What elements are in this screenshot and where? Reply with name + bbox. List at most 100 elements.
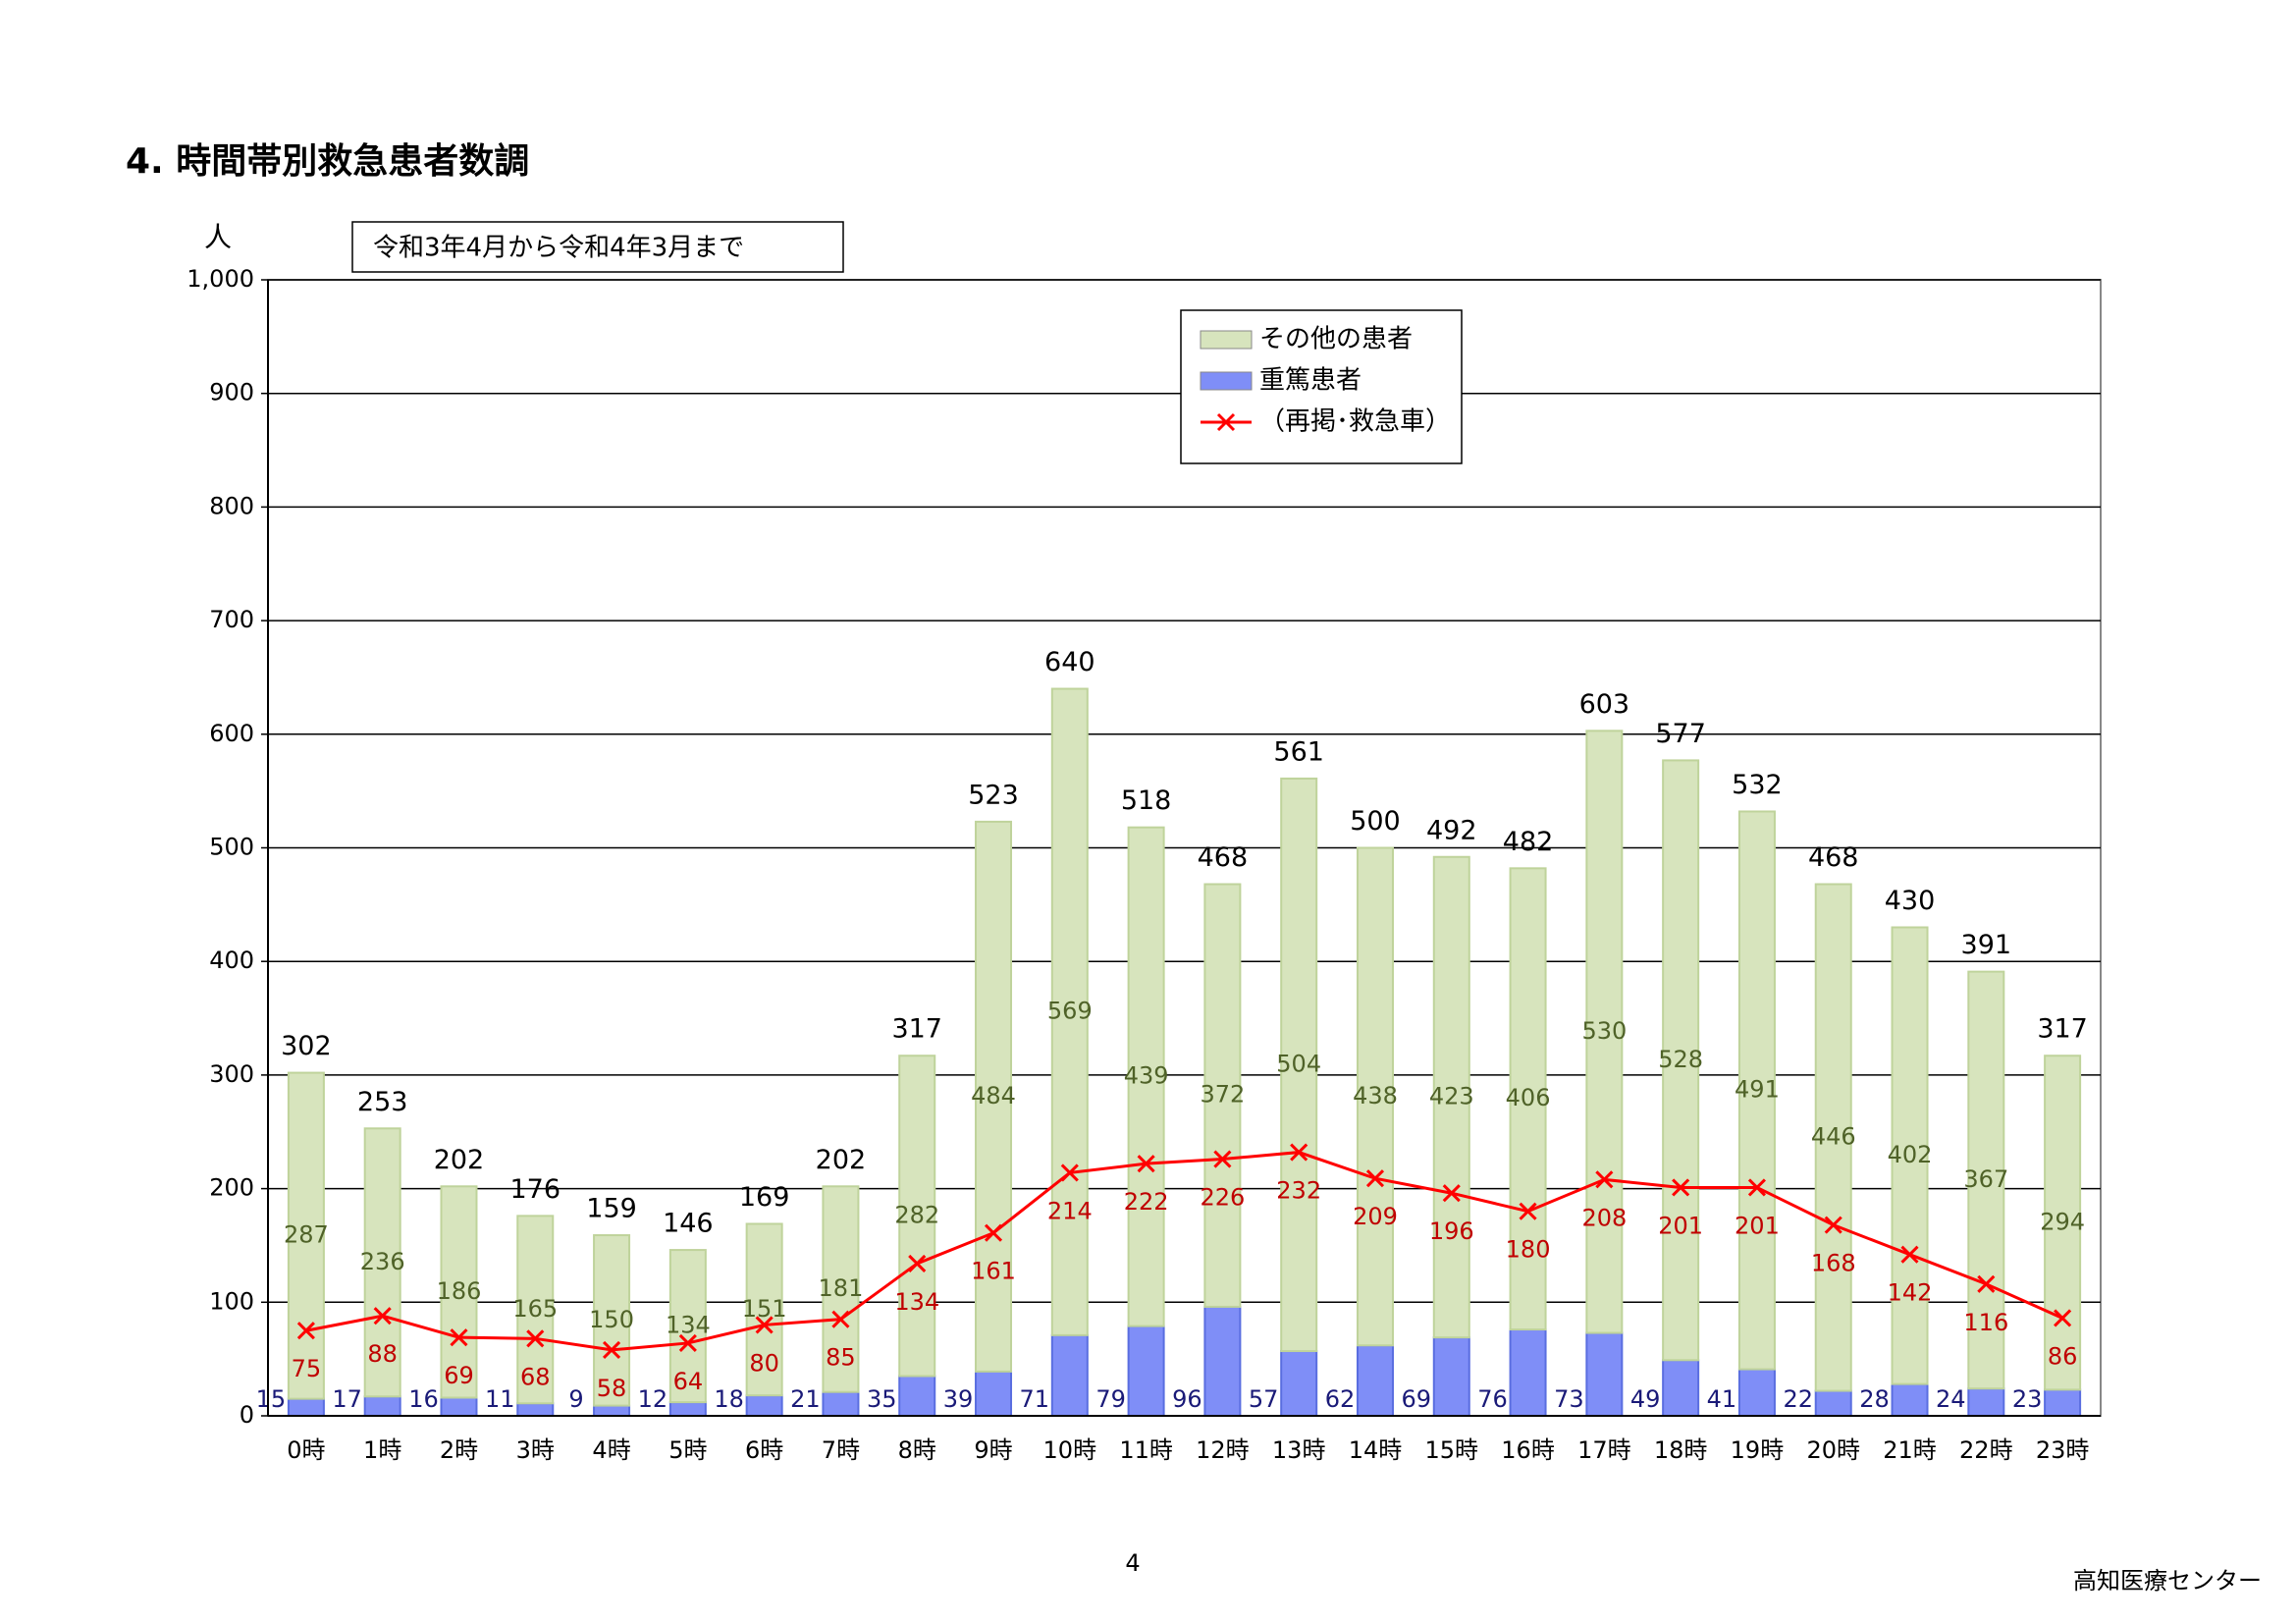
bar-segment <box>1203 883 1242 1308</box>
data-label: 214 <box>1047 1197 1093 1224</box>
data-label: 41 <box>1707 1385 1737 1413</box>
line-marker <box>678 1333 697 1353</box>
bar-segment <box>440 1396 478 1418</box>
bar-segment <box>898 1055 936 1378</box>
bar-segment <box>745 1222 783 1397</box>
bar-segment <box>898 1375 936 1418</box>
data-label: 69 <box>1401 1385 1431 1413</box>
y-tick-label: 300 <box>209 1060 254 1088</box>
line-marker <box>755 1316 774 1334</box>
line-marker <box>1900 1245 1919 1264</box>
data-label: 504 <box>1276 1050 1321 1077</box>
total-label: 202 <box>816 1145 867 1175</box>
bar-segment <box>1585 730 1624 1334</box>
subtitle-box <box>351 221 844 273</box>
data-label: 28 <box>1859 1385 1890 1413</box>
bar-segment <box>593 1234 631 1407</box>
data-label: 86 <box>2048 1342 2078 1370</box>
bar-segment <box>363 1127 401 1398</box>
total-label: 430 <box>1885 886 1936 916</box>
data-label: 528 <box>1658 1046 1703 1073</box>
data-label: 168 <box>1811 1250 1856 1277</box>
bar-segment <box>1585 1331 1624 1417</box>
bar-segment <box>1967 970 2005 1390</box>
bar-segment <box>1280 777 1318 1353</box>
total-label: 603 <box>1579 689 1630 720</box>
x-tick-label: 19時 <box>1731 1436 1785 1464</box>
legend-label: 重篤患者 <box>1259 366 1362 396</box>
total-label: 577 <box>1655 719 1706 749</box>
x-tick-label: 17時 <box>1577 1436 1631 1464</box>
line-marker <box>1442 1184 1461 1203</box>
data-label: 232 <box>1276 1177 1321 1205</box>
x-tick-label: 13時 <box>1272 1436 1326 1464</box>
data-label: 23 <box>2012 1385 2043 1413</box>
bar-segment <box>1737 1368 1776 1417</box>
x-tick-label: 9時 <box>974 1436 1012 1464</box>
data-label: 423 <box>1429 1082 1474 1109</box>
data-label: 71 <box>1020 1385 1050 1413</box>
line-marker <box>1137 1155 1155 1173</box>
bar-segment <box>745 1394 783 1417</box>
data-label: 18 <box>714 1385 744 1413</box>
total-label: 468 <box>1808 842 1859 873</box>
x-tick-label: 16時 <box>1501 1436 1555 1464</box>
line-marker <box>908 1254 927 1273</box>
data-label: 236 <box>360 1248 405 1275</box>
data-label: 35 <box>867 1385 897 1413</box>
x-tick-label: 21時 <box>1883 1436 1937 1464</box>
data-label: 15 <box>256 1385 287 1413</box>
data-label: 79 <box>1095 1385 1126 1413</box>
x-tick-label: 7時 <box>822 1436 860 1464</box>
data-label: 22 <box>1783 1385 1813 1413</box>
y-tick-label: 400 <box>209 947 254 974</box>
bar-segment <box>822 1185 860 1393</box>
total-label: 500 <box>1350 806 1401 837</box>
y-tick-label: 1,000 <box>187 265 254 293</box>
data-label: 406 <box>1506 1084 1551 1111</box>
total-label: 640 <box>1044 647 1095 677</box>
bar-segment <box>668 1249 707 1404</box>
data-label: 21 <box>790 1385 821 1413</box>
data-label: 17 <box>332 1385 362 1413</box>
data-label: 165 <box>512 1295 558 1323</box>
bar-segment <box>1737 810 1776 1371</box>
x-tick-label: 5時 <box>668 1436 707 1464</box>
x-tick-label: 23時 <box>2036 1436 2090 1464</box>
data-label: 57 <box>1249 1385 1279 1413</box>
data-label: 372 <box>1200 1081 1245 1109</box>
x-tick-label: 18時 <box>1654 1436 1708 1464</box>
bar-segment <box>1432 1336 1470 1417</box>
line-marker <box>1519 1202 1537 1220</box>
bar-segment <box>1203 1305 1242 1417</box>
bar-segment <box>363 1395 401 1418</box>
x-tick-label: 15時 <box>1424 1436 1478 1464</box>
total-label: 317 <box>2037 1014 2088 1045</box>
bar-segment <box>1356 1344 1394 1417</box>
bar-segment <box>1814 883 1852 1392</box>
data-label: 491 <box>1735 1076 1780 1104</box>
data-label: 16 <box>408 1385 439 1413</box>
bar-segment <box>287 1071 325 1400</box>
y-tick-label: 600 <box>209 720 254 747</box>
footer: 高知医療センター <box>2073 1567 2262 1595</box>
data-label: 85 <box>826 1344 856 1372</box>
data-label: 150 <box>589 1306 634 1333</box>
y-tick-label: 200 <box>209 1174 254 1202</box>
line <box>305 1151 2063 1352</box>
data-label: 88 <box>367 1340 398 1368</box>
data-label: 226 <box>1200 1184 1245 1212</box>
line-marker <box>831 1310 850 1328</box>
data-label: 116 <box>1963 1309 2008 1336</box>
bar-segment <box>1509 867 1547 1331</box>
line-marker <box>1747 1178 1767 1197</box>
total-label: 176 <box>509 1174 561 1205</box>
bar-segment <box>1127 1325 1165 1418</box>
legend-swatch <box>1200 371 1253 391</box>
line-marker <box>296 1322 315 1340</box>
total-label: 159 <box>586 1194 637 1224</box>
data-label: 96 <box>1172 1385 1202 1413</box>
bar-segment <box>1432 855 1470 1339</box>
x-tick-label: 0時 <box>287 1436 325 1464</box>
data-label: 69 <box>444 1362 474 1389</box>
